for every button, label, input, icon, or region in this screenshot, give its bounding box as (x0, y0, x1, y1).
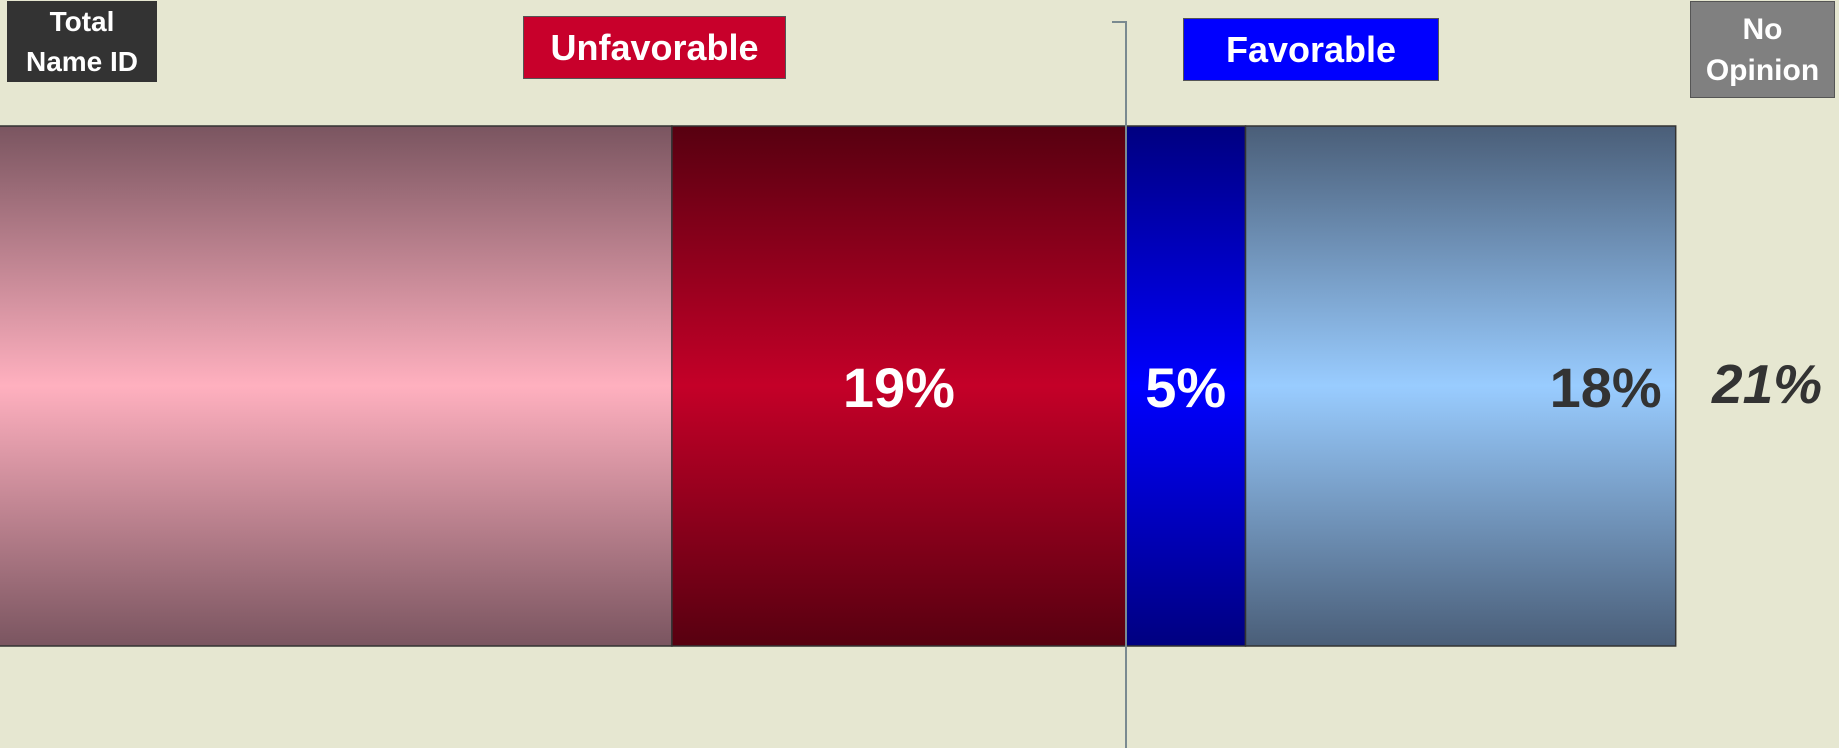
favorable-legend-text: Favorable (1225, 28, 1397, 70)
center-divider-line (1112, 21, 1127, 748)
segment-strongly-favorable-label: 18% (1550, 356, 1662, 419)
divider-layer (1112, 21, 1127, 748)
total-name-id-label-text: Total Name ID (25, 5, 139, 77)
segment-somewhat-favorable (1125, 125, 1247, 647)
no-opinion-value: 21% (1712, 353, 1823, 415)
segment-somewhat-unfavorable (671, 125, 1127, 647)
unfavorable-legend-text: Unfavorable (550, 26, 759, 68)
bar-labels-layer: 34%19%5%18% (843, 356, 1662, 419)
bars-layer (0, 125, 1677, 647)
no-opinion-label: No Opinion (1690, 1, 1835, 98)
segment-somewhat-favorable-label: 5% (1145, 356, 1226, 419)
segment-somewhat-unfavorable-label: 19% (843, 356, 955, 419)
unfavorable-legend-box: Unfavorable (523, 16, 786, 79)
favorable-legend-box: Favorable (1183, 18, 1439, 81)
segment-strongly-unfavorable (0, 125, 673, 647)
total-name-id-label: Total Name ID (7, 1, 157, 82)
segment-strongly-favorable (1244, 125, 1677, 647)
no-opinion-label-text: No Opinion (1705, 12, 1820, 87)
